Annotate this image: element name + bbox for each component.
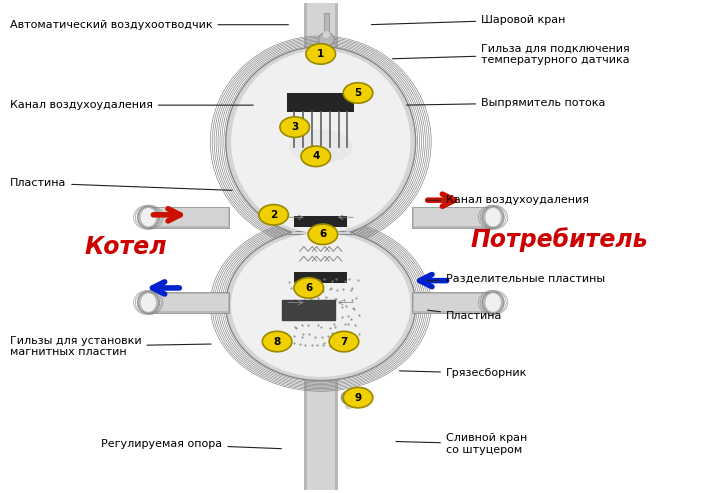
Ellipse shape (140, 208, 156, 226)
Circle shape (280, 117, 310, 138)
Text: 7: 7 (340, 337, 347, 347)
Circle shape (259, 205, 289, 225)
Circle shape (306, 44, 335, 64)
Text: 1: 1 (317, 49, 324, 59)
Text: Регулируемая опора: Регулируемая опора (101, 439, 281, 449)
Circle shape (308, 224, 337, 245)
Circle shape (301, 146, 330, 167)
Ellipse shape (138, 292, 159, 313)
Bar (413, 209, 491, 226)
Circle shape (262, 331, 292, 352)
Text: 8: 8 (274, 337, 281, 347)
Text: Разделительные пластины: Разделительные пластины (428, 273, 605, 283)
Text: 5: 5 (354, 88, 362, 98)
Bar (294, 216, 347, 227)
Text: Сливной кран
со штуцером: Сливной кран со штуцером (396, 433, 527, 455)
Bar (150, 209, 228, 226)
Text: Потребитель: Потребитель (471, 227, 648, 251)
Bar (289, 232, 353, 234)
Bar (304, 0, 337, 54)
Text: Канал воздухоудаления: Канал воздухоудаления (428, 195, 589, 205)
Circle shape (343, 387, 373, 408)
Text: Грязесборник: Грязесборник (399, 368, 527, 378)
Bar (148, 207, 229, 228)
Text: 2: 2 (270, 210, 277, 220)
Bar (148, 292, 229, 313)
Polygon shape (282, 300, 335, 319)
Text: Канал воздухоудаления: Канал воздухоудаления (10, 100, 253, 110)
Ellipse shape (225, 47, 415, 237)
Ellipse shape (323, 31, 330, 38)
Ellipse shape (341, 391, 357, 404)
Circle shape (329, 331, 359, 352)
Circle shape (294, 278, 323, 298)
Text: 9: 9 (354, 392, 362, 403)
Ellipse shape (483, 207, 503, 228)
Bar (304, 354, 337, 490)
Text: 4: 4 (312, 151, 320, 161)
Text: Пластина: Пластина (428, 310, 502, 321)
Text: Шаровой кран: Шаровой кран (372, 15, 566, 25)
Ellipse shape (289, 130, 352, 164)
Bar (292, 232, 350, 234)
Ellipse shape (225, 229, 415, 381)
Text: Котел: Котел (84, 235, 167, 258)
Bar (412, 207, 493, 228)
Ellipse shape (486, 208, 501, 226)
Text: 3: 3 (291, 122, 298, 132)
Bar (323, 12, 329, 32)
Ellipse shape (483, 292, 503, 313)
Text: Гильзы для установки
магнитных пластин: Гильзы для установки магнитных пластин (10, 336, 211, 357)
Text: 6: 6 (305, 283, 313, 293)
Bar (307, 354, 335, 490)
Bar (307, 0, 335, 54)
Ellipse shape (231, 233, 411, 377)
Text: Пластина: Пластина (10, 178, 232, 190)
Ellipse shape (138, 207, 159, 228)
Ellipse shape (345, 400, 353, 409)
Ellipse shape (231, 50, 411, 233)
Ellipse shape (140, 293, 156, 312)
Text: Автоматический воздухоотводчик: Автоматический воздухоотводчик (10, 20, 289, 30)
Text: 6: 6 (319, 229, 326, 239)
Bar (287, 93, 354, 112)
Bar (294, 272, 347, 283)
Ellipse shape (486, 293, 501, 312)
Bar (412, 292, 493, 313)
Circle shape (343, 83, 373, 103)
Text: Гильза для подключения
температурного датчика: Гильза для подключения температурного да… (393, 43, 630, 65)
Bar (413, 294, 491, 312)
Text: Выпрямитель потока: Выпрямитель потока (406, 98, 605, 107)
Ellipse shape (318, 33, 334, 46)
Bar (150, 294, 228, 312)
